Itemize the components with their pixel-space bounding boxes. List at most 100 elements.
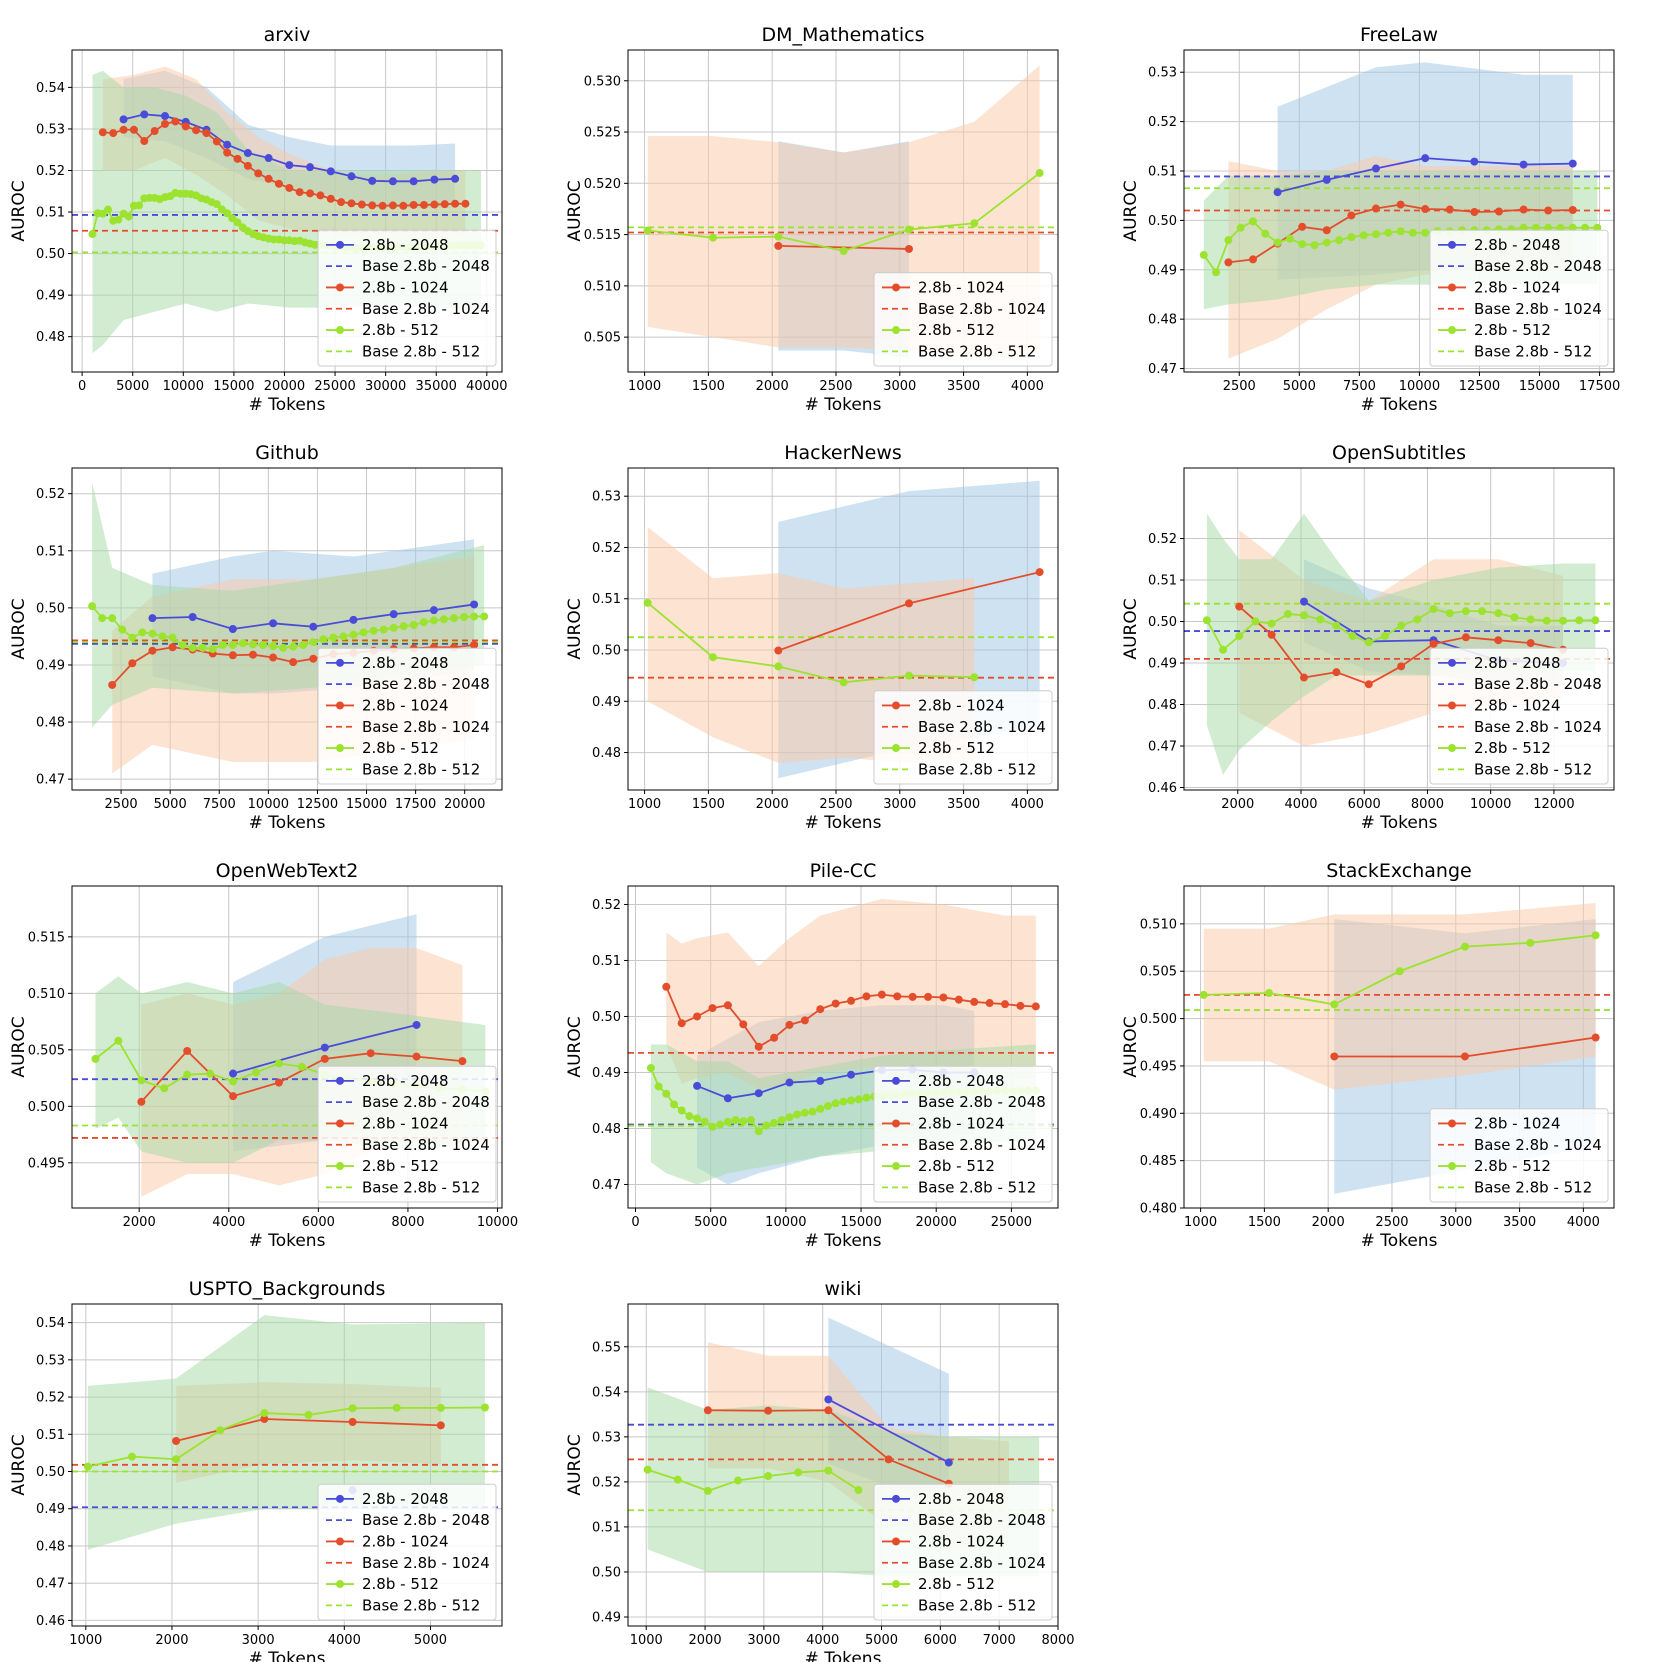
x-tick-label: 10000 (765, 1215, 806, 1230)
data-point-s512 (429, 616, 438, 625)
x-tick-label: 1500 (692, 797, 725, 812)
legend: 2.8b - 2048 Base 2.8b - 2048 2.8b - 1024 Ba… (317, 1065, 497, 1203)
data-point-s1024 (320, 1054, 329, 1063)
data-point-s512 (1300, 611, 1309, 620)
data-point-s1024 (970, 997, 979, 1006)
data-point-s1024 (1526, 639, 1535, 648)
legend-item: 2.8b - 2048 (326, 1490, 449, 1508)
data-point-s512 (677, 1106, 686, 1115)
data-point-s512 (700, 1117, 709, 1126)
y-tick-label: 0.47 (1148, 740, 1177, 755)
legend-item: 2.8b - 512 (882, 1575, 995, 1593)
data-point-s1024 (723, 1001, 732, 1010)
y-tick-label: 0.52 (36, 164, 65, 179)
legend-item: Base 2.8b - 1024 (882, 300, 1046, 318)
y-tick-label: 0.48 (1148, 698, 1177, 713)
data-point-s512 (223, 209, 232, 218)
data-point-s512 (359, 628, 368, 637)
legend-box (317, 1065, 497, 1203)
axes-frame (627, 1303, 1059, 1627)
plot-area (72, 66, 502, 354)
legend-item: 2.8b - 1024 (882, 1114, 1005, 1132)
data-point-s512 (764, 1472, 773, 1481)
legend-item: 2.8b - 512 (1438, 321, 1551, 339)
data-point-s1024 (140, 136, 149, 145)
x-tick-label: 40000 (466, 379, 507, 394)
data-point-s1024 (108, 680, 117, 689)
data-point-s512 (172, 1455, 181, 1464)
data-point-s512 (1212, 268, 1221, 277)
legend-label: Base 2.8b - 512 (918, 342, 1036, 360)
data-point-s512 (1199, 250, 1208, 259)
data-point-s1024 (326, 194, 335, 203)
legend-label: 2.8b - 512 (362, 1575, 439, 1593)
x-tick-label: 7500 (1343, 379, 1376, 394)
data-point-s1024 (662, 982, 671, 991)
data-point-s512 (1494, 609, 1503, 618)
x-tick-label: 2500 (819, 379, 852, 394)
panel-stackexchange: StackExchange 1000 1500 2000 2500 3000 3500 400… (1121, 860, 1615, 1251)
legend-item: Base 2.8b - 1024 (882, 1136, 1046, 1154)
y-tick-label: 0.52 (592, 898, 621, 913)
data-point-s1024 (183, 1046, 192, 1055)
axes-frame (1183, 885, 1615, 1209)
x-tick-label: 2000 (1312, 1215, 1345, 1230)
data-point-s512 (708, 233, 717, 242)
y-tick-label: 0.515 (28, 930, 65, 945)
y-tick-label: 0.51 (592, 592, 621, 607)
y-axis-label: AUROC (565, 180, 585, 241)
data-point-s1024 (1364, 680, 1373, 689)
legend-item: 2.8b - 1024 (326, 278, 449, 296)
data-point-s512 (1510, 613, 1519, 622)
data-point-s512 (673, 1475, 682, 1484)
x-axis-label: # Tokens (805, 813, 882, 833)
y-tick-label: 0.48 (36, 1539, 65, 1554)
legend-item: 2.8b - 512 (1438, 1157, 1551, 1175)
data-point-s512 (831, 1099, 840, 1108)
legend-label: Base 2.8b - 1024 (362, 1136, 490, 1154)
x-tick-label: 3000 (883, 379, 916, 394)
y-tick-label: 0.47 (1148, 362, 1177, 377)
x-tick-label: 5000 (154, 797, 187, 812)
data-point-s512 (1575, 616, 1584, 625)
axes-frame (71, 885, 503, 1209)
legend-label: Base 2.8b - 512 (918, 760, 1036, 778)
data-point-s512 (785, 1113, 794, 1122)
data-point-s1024 (168, 643, 177, 652)
data-point-s1024 (119, 125, 128, 134)
data-point-s512 (643, 598, 652, 607)
legend-label: 2.8b - 2048 (362, 654, 449, 672)
data-point-s1024 (412, 1052, 421, 1061)
data-point-s512 (108, 614, 117, 623)
legend-label: 2.8b - 512 (1474, 1157, 1551, 1175)
legend-item: 2.8b - 512 (326, 1157, 439, 1175)
legend-label: 2.8b - 2048 (918, 1072, 1005, 1090)
legend-label: 2.8b - 2048 (918, 1490, 1005, 1508)
legend-label: Base 2.8b - 1024 (1474, 300, 1602, 318)
y-tick-label: 0.495 (28, 1156, 65, 1171)
data-point-s512 (693, 1114, 702, 1123)
y-tick-label: 0.500 (1140, 1012, 1177, 1027)
y-tick-label: 0.48 (592, 746, 621, 761)
x-tick-label: 8000 (1411, 797, 1444, 812)
y-tick-label: 0.50 (592, 1565, 621, 1580)
x-tick-label: 2500 (1375, 1215, 1408, 1230)
data-point-s1024 (399, 201, 408, 210)
legend-swatch-marker (1448, 240, 1456, 249)
y-tick-label: 0.50 (36, 601, 65, 616)
data-point-s512 (480, 1403, 489, 1412)
data-point-s512 (460, 613, 469, 622)
legend-label: Base 2.8b - 2048 (918, 1093, 1046, 1111)
x-tick-label: 25000 (314, 379, 355, 394)
data-point-s512 (212, 200, 221, 209)
panel-title: HackerNews (784, 442, 902, 464)
data-point-s1024 (884, 1455, 893, 1464)
y-tick-label: 0.46 (36, 1614, 65, 1629)
data-point-s512 (1559, 616, 1568, 625)
data-point-s1024 (260, 1415, 269, 1424)
data-point-s1024 (708, 1004, 717, 1013)
data-point-s512 (1285, 234, 1294, 243)
data-point-s512 (839, 1097, 848, 1106)
data-point-s512 (83, 1462, 92, 1471)
data-point-s2048 (1322, 175, 1331, 184)
